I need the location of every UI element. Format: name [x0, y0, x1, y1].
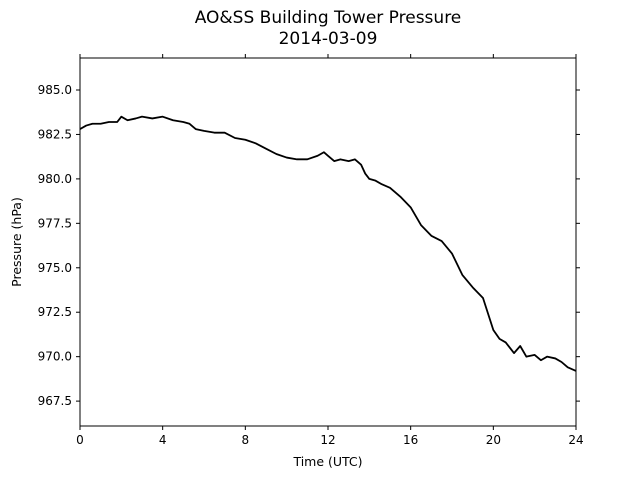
y-axis-label: Pressure (hPa): [9, 197, 24, 287]
y-tick-label: 975.0: [38, 261, 72, 275]
chart-title: AO&SS Building Tower Pressure: [194, 8, 462, 28]
x-axis-label: Time (UTC): [292, 454, 362, 469]
x-tick-label: 8: [242, 433, 250, 447]
series-line: [79, 115, 577, 372]
x-tick-label: 24: [568, 433, 583, 447]
plot-frame: [79, 57, 577, 427]
x-tick-label: 4: [159, 433, 167, 447]
chart-subtitle: 2014-03-09: [278, 29, 378, 49]
x-tick-label: 12: [320, 433, 335, 447]
x-tick-label: 20: [486, 433, 501, 447]
y-tick-label: 970.0: [38, 350, 72, 364]
y-tick-label: 972.5: [38, 305, 72, 319]
y-tick-label: 977.5: [38, 216, 72, 230]
x-tick-label: 16: [403, 433, 418, 447]
y-tick-label: 985.0: [38, 83, 72, 97]
y-tick-label: 982.5: [38, 127, 72, 141]
y-tick-label: 980.0: [38, 172, 72, 186]
y-tick-label: 967.5: [38, 394, 72, 408]
x-tick-label: 0: [76, 433, 84, 447]
